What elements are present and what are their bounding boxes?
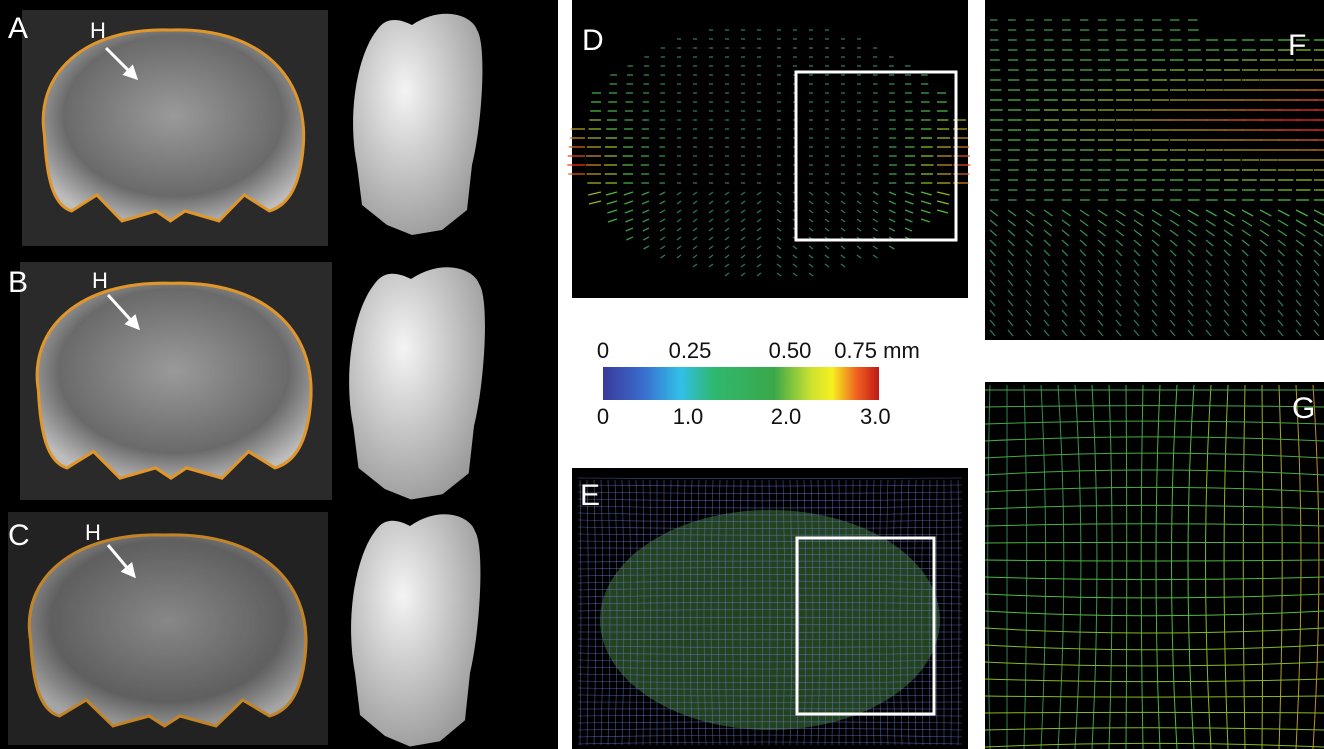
colorbar-label: 0.75 mm bbox=[834, 338, 920, 363]
panel-a bbox=[22, 10, 482, 246]
brain-section bbox=[29, 535, 306, 726]
colorbar-label: 2.0 bbox=[771, 404, 802, 429]
panel-d-bg bbox=[572, 0, 968, 298]
colorbar-label: 0 bbox=[597, 338, 609, 363]
panel-b bbox=[20, 262, 485, 500]
brain-3d bbox=[349, 267, 485, 499]
figure: A B C H H H D F 0 0.25 0.50 0.75 mm 0 1.0 2.0 3… bbox=[0, 0, 1324, 749]
brain-section bbox=[43, 30, 304, 221]
colorbar-label: 0 bbox=[597, 404, 609, 429]
brain-section bbox=[37, 283, 311, 478]
panel-label: A bbox=[8, 12, 28, 45]
colorbar-label: 1.0 bbox=[673, 404, 704, 429]
panel-label: C bbox=[8, 519, 30, 552]
brain-3d bbox=[351, 514, 480, 746]
arrow-label: H bbox=[85, 520, 101, 545]
panel-label: F bbox=[1288, 29, 1306, 62]
panel-label: G bbox=[1292, 392, 1315, 425]
arrow-label: H bbox=[92, 268, 108, 293]
colorbar-label: 0.50 bbox=[769, 338, 812, 363]
panel-label: E bbox=[580, 479, 600, 512]
colorbar-label: 3.0 bbox=[860, 404, 891, 429]
arrow-label: H bbox=[90, 18, 106, 43]
panel-label: D bbox=[582, 24, 604, 57]
panel-label: B bbox=[8, 266, 28, 299]
brain-3d bbox=[353, 14, 482, 235]
colorbar bbox=[603, 367, 879, 400]
colorbar-label: 0.25 bbox=[669, 338, 712, 363]
panel-c bbox=[8, 512, 480, 747]
